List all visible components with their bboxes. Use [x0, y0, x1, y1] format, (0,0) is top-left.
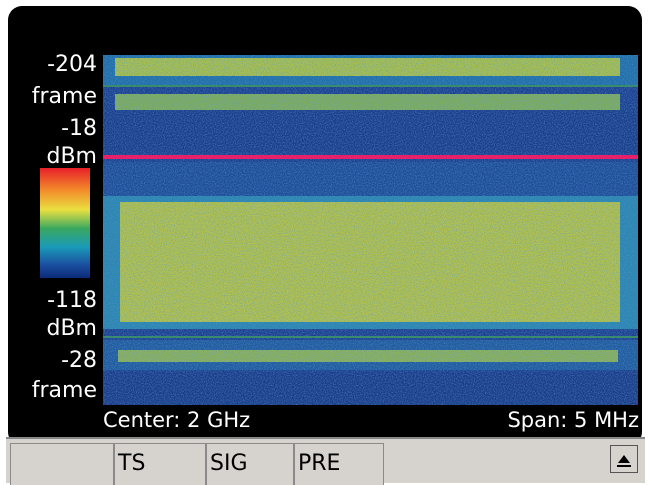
softkey[interactable]: SIG [206, 443, 294, 485]
page: -204 frame -18 dBm -118 dBm -28 frame Ce… [0, 0, 651, 483]
scale-label: -28 [61, 350, 97, 372]
color-scale [40, 168, 90, 278]
center-frequency: Center: 2 GHz [103, 408, 250, 432]
spectrogram [103, 55, 638, 405]
softkey[interactable] [10, 443, 114, 485]
scale-label: frame [32, 86, 97, 108]
scale-label: -118 [47, 290, 97, 312]
scale-label: dBm [47, 318, 98, 340]
scale-label: -18 [61, 118, 97, 140]
span: Span: 5 MHz [507, 408, 639, 432]
scale-label: -204 [47, 54, 97, 76]
scale-label: frame [32, 380, 97, 402]
scale-label: dBm [47, 146, 98, 168]
scroll-up-button[interactable] [610, 445, 638, 473]
screen: -204 frame -18 dBm -118 dBm -28 frame Ce… [0, 0, 651, 483]
softkey[interactable]: TS [114, 443, 206, 485]
softkey[interactable]: PRE [294, 443, 384, 485]
